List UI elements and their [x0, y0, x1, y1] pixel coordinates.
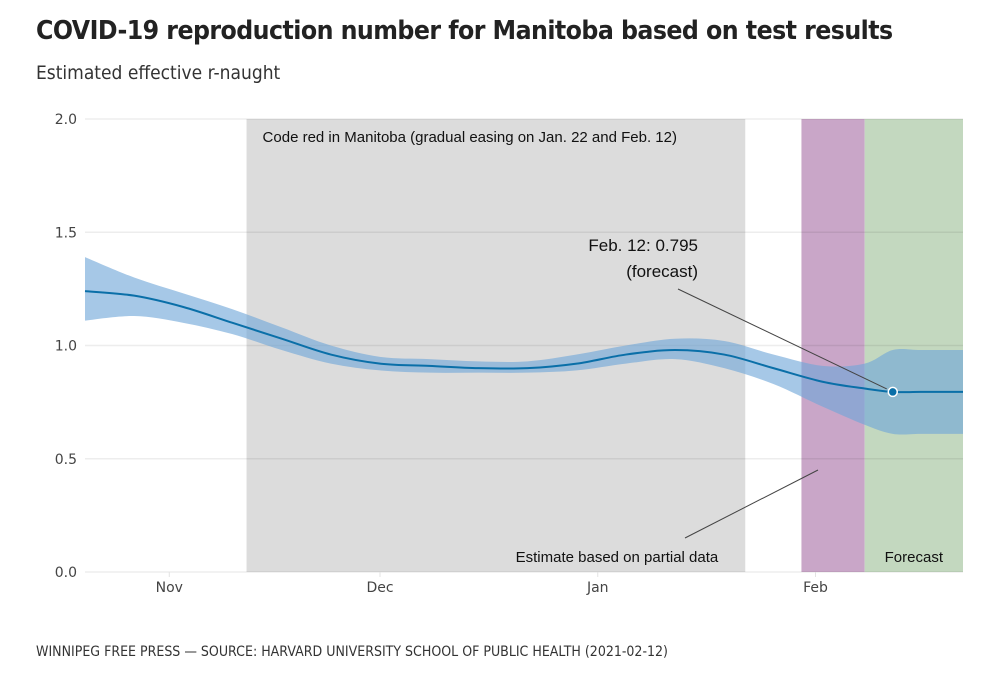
partial-data-region	[801, 119, 865, 572]
x-axis-ticks: Nov Dec Jan Feb	[156, 572, 828, 596]
x-tick-label: Dec	[366, 580, 393, 596]
highlight-label: Feb. 12: 0.795	[588, 236, 698, 255]
highlight-leader-line	[677, 288, 887, 390]
gridlines	[85, 118, 963, 573]
y-tick-label: 0.5	[55, 452, 77, 468]
code-red-label: Code red in Manitoba (gradual easing on …	[263, 129, 677, 146]
y-tick-label: 2.0	[55, 112, 77, 128]
highlight-point	[887, 386, 899, 398]
y-tick-label: 1.5	[55, 225, 77, 241]
y-tick-label: 1.0	[55, 339, 77, 355]
annotations: Code red in Manitoba (gradual easing on …	[263, 129, 944, 566]
highlight-sublabel: (forecast)	[626, 262, 698, 281]
y-tick-label: 0.0	[55, 565, 77, 581]
confidence-band	[85, 257, 963, 435]
partial-data-label: Estimate based on partial data	[516, 549, 719, 566]
forecast-region	[864, 119, 963, 572]
forecast-label: Forecast	[885, 549, 944, 566]
r-naught-line	[84, 290, 963, 394]
x-tick-label: Feb	[803, 580, 828, 596]
chart-title: COVID-19 reproduction number for Manitob…	[36, 16, 893, 46]
chart-subtitle: Estimated effective r-naught	[36, 62, 281, 84]
x-tick-label: Nov	[156, 580, 183, 596]
partial-data-leader-line	[684, 469, 819, 539]
source-credit: WINNIPEG FREE PRESS — SOURCE: HARVARD UN…	[36, 644, 668, 660]
y-axis-ticks: 0.0 0.5 1.0 1.5 2.0	[55, 112, 77, 581]
x-tick-label: Jan	[586, 580, 609, 596]
